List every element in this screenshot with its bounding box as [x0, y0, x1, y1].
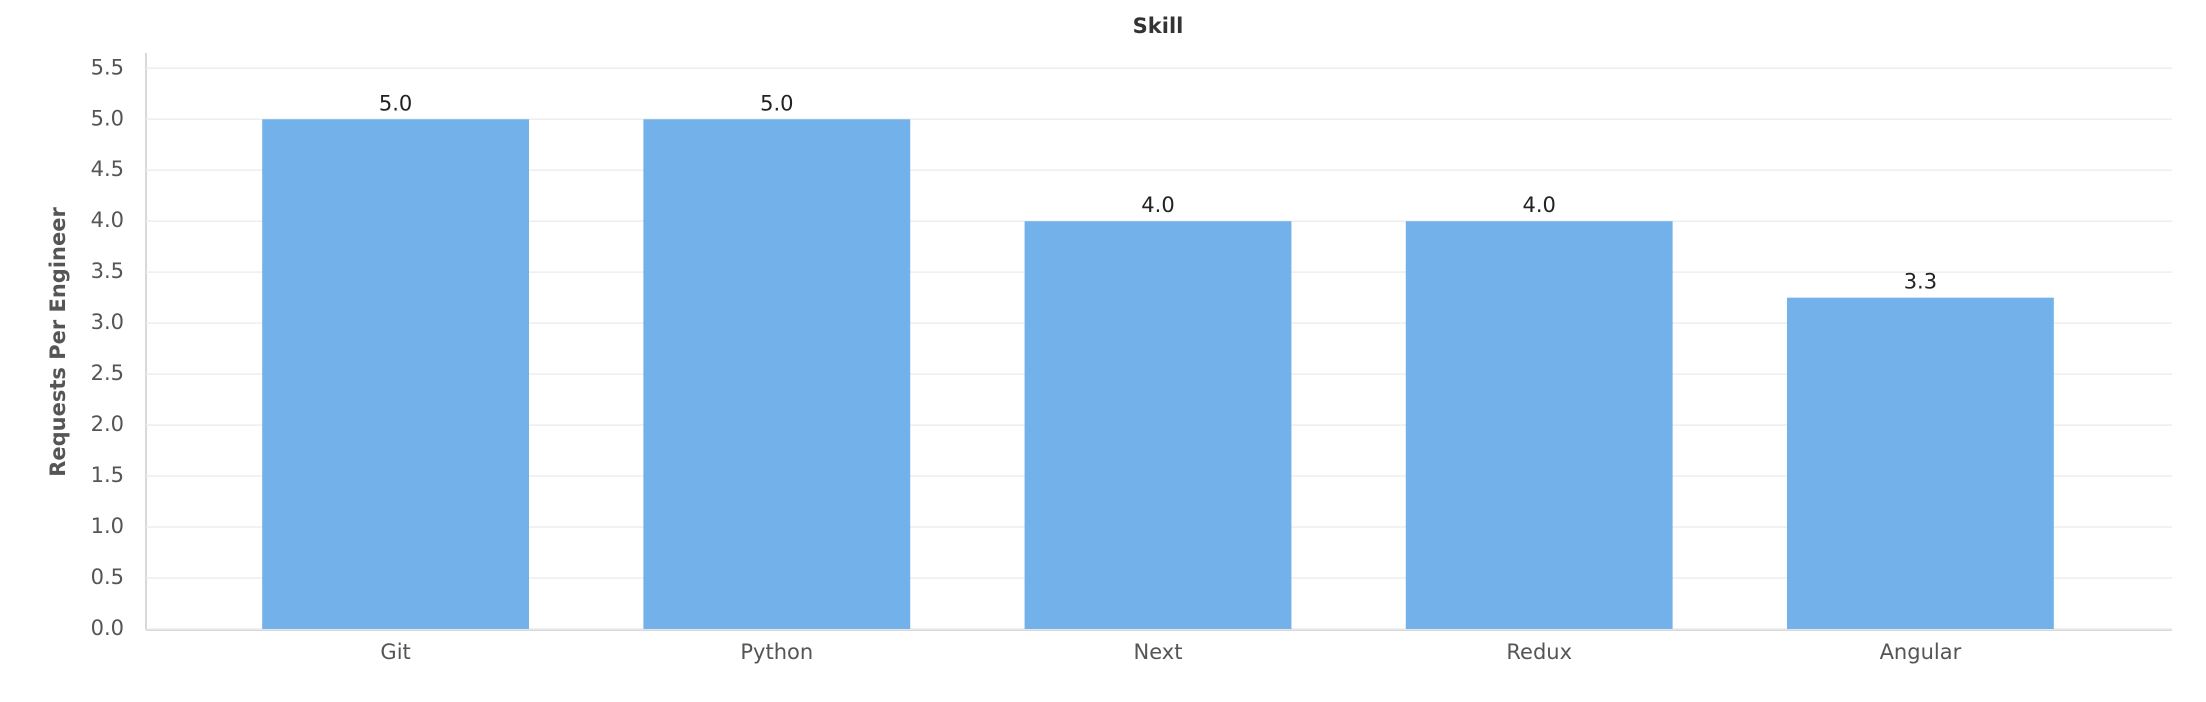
y-tick-label: 3.0	[91, 310, 124, 334]
bar	[1024, 221, 1292, 629]
y-tick-label: 1.0	[91, 514, 124, 538]
x-tick-label: Redux	[1506, 640, 1572, 664]
x-tick-label: Python	[740, 640, 813, 664]
x-tick-label: Git	[380, 640, 410, 664]
value-label: 4.0	[1522, 193, 1555, 217]
bar	[262, 119, 530, 629]
y-tick-label: 1.5	[91, 463, 124, 487]
bar	[1405, 221, 1673, 629]
y-tick-label: 2.0	[91, 412, 124, 436]
x-tick-label: Next	[1134, 640, 1183, 664]
bar	[643, 119, 911, 629]
y-tick-label: 0.5	[91, 565, 124, 589]
y-tick-label: 2.5	[91, 361, 124, 385]
value-label: 4.0	[1141, 193, 1174, 217]
y-tick-label: 5.0	[91, 106, 124, 130]
value-label: 5.0	[379, 91, 412, 115]
bar	[1786, 297, 2054, 629]
y-axis-title: Requests Per Engineer	[46, 207, 70, 477]
y-tick-label: 0.0	[91, 616, 124, 640]
chart-title: Skill	[1133, 14, 1184, 38]
y-tick-label: 4.5	[91, 157, 124, 181]
x-tick-label: Angular	[1880, 640, 1962, 664]
y-tick-label: 5.5	[91, 55, 124, 79]
value-label: 3.3	[1904, 270, 1937, 294]
value-label: 5.0	[760, 91, 793, 115]
y-tick-label: 4.0	[91, 208, 124, 232]
y-tick-label: 3.5	[91, 259, 124, 283]
